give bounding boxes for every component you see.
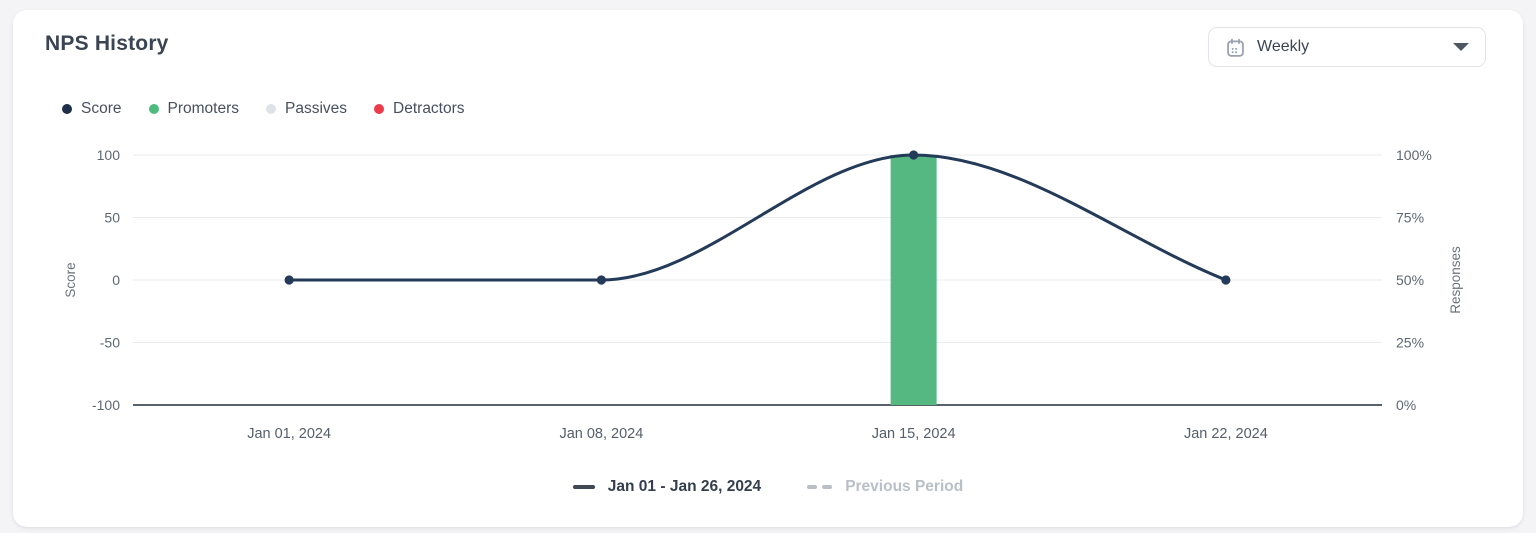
dash xyxy=(822,485,833,489)
right-axis-tick: 50% xyxy=(1396,272,1424,288)
score-line xyxy=(287,153,1228,282)
legend-label: Passives xyxy=(285,100,348,117)
left-axis-tick: 0 xyxy=(112,272,120,288)
x-axis-label: Jan 22, 2024 xyxy=(1184,426,1268,442)
footer-legend-previous-period[interactable]: Previous Period xyxy=(807,478,963,496)
x-axis-label: Jan 01, 2024 xyxy=(247,426,331,442)
footer-legend-current-period[interactable]: Jan 01 - Jan 26, 2024 xyxy=(572,478,762,496)
current-period-label: Jan 01 - Jan 26, 2024 xyxy=(607,478,762,495)
chevron-down-icon xyxy=(1453,43,1469,51)
left-axis-title: Score xyxy=(63,262,78,297)
score-dot-icon xyxy=(62,104,72,114)
left-axis-tick: -50 xyxy=(100,335,120,351)
calendar-icon xyxy=(1227,38,1244,57)
period-selector[interactable]: Weekly xyxy=(1208,27,1486,67)
right-axis-tick: 25% xyxy=(1396,335,1424,351)
right-axis-tick: 0% xyxy=(1396,397,1416,413)
detractors-dot-icon xyxy=(374,104,385,114)
right-axis-title: Responses xyxy=(1448,246,1463,314)
x-axis-label: Jan 08, 2024 xyxy=(559,426,643,442)
nps-history-card: NPS History Weekly Score Promoters Passi… xyxy=(13,10,1523,527)
score-point[interactable] xyxy=(909,150,919,160)
dash xyxy=(807,485,818,489)
chart-legend: Score Promoters Passives Detractors xyxy=(62,100,465,118)
right-axis-tick: 100% xyxy=(1396,147,1432,163)
x-axis-label: Jan 15, 2024 xyxy=(872,426,956,442)
legend-label: Detractors xyxy=(393,100,465,117)
nps-chart[interactable]: 100 50 0 -50 -100 100% 75% 50% 25% 0% Score Respons… xyxy=(13,135,1523,465)
legend-item-passives[interactable]: Passives xyxy=(266,100,347,118)
legend-item-promoters[interactable]: Promoters xyxy=(148,100,240,118)
score-point[interactable] xyxy=(284,275,294,285)
footer-legend: Jan 01 - Jan 26, 2024 Previous Period xyxy=(13,478,1523,496)
current-period-line-icon xyxy=(572,485,595,489)
promoters-bar[interactable] xyxy=(890,155,937,405)
chart-area: 100 50 0 -50 -100 100% 75% 50% 25% 0% Score Respons… xyxy=(13,135,1523,465)
legend-label: Score xyxy=(81,100,122,117)
left-axis-tick: 100 xyxy=(97,147,121,163)
passives-dot-icon xyxy=(266,104,276,114)
period-selector-value: Weekly xyxy=(1257,38,1310,55)
legend-item-score[interactable]: Score xyxy=(62,100,122,118)
page-title: NPS History xyxy=(45,32,169,55)
legend-item-detractors[interactable]: Detractors xyxy=(374,100,465,118)
right-axis-tick: 75% xyxy=(1396,210,1424,226)
previous-period-label: Previous Period xyxy=(845,478,964,495)
previous-period-dashed-line-icon xyxy=(807,485,833,489)
score-point[interactable] xyxy=(596,275,606,285)
left-axis-tick: -100 xyxy=(92,397,120,413)
left-axis-tick: 50 xyxy=(104,210,120,226)
score-point[interactable] xyxy=(1221,275,1231,285)
promoters-dot-icon xyxy=(148,104,159,114)
legend-label: Promoters xyxy=(167,100,240,117)
